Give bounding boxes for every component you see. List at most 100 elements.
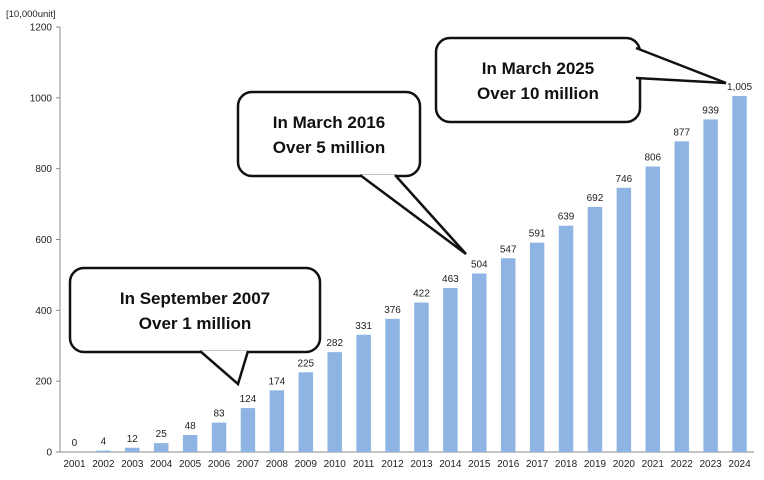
bar	[125, 447, 140, 452]
x-tick-label: 2005	[179, 459, 202, 470]
x-tick-label: 2007	[237, 459, 260, 470]
x-tick-label: 2011	[353, 459, 375, 470]
data-label: 939	[702, 105, 719, 116]
x-tick-label: 2022	[671, 459, 694, 470]
bars	[96, 96, 747, 453]
y-tick-label: 800	[35, 164, 52, 175]
callout-text: In March 2025	[482, 59, 594, 78]
y-tick-label: 600	[35, 235, 52, 246]
x-tick-label: 2014	[439, 459, 462, 470]
bar	[732, 96, 747, 452]
y-tick-label: 1000	[30, 93, 53, 104]
bar	[153, 443, 169, 452]
data-label: 591	[529, 229, 546, 240]
callout-text: In March 2016	[273, 113, 385, 132]
x-tick-label: 2020	[613, 459, 636, 470]
data-label: 12	[127, 434, 139, 445]
x-tick-label: 2003	[121, 459, 144, 470]
data-label: 1,005	[727, 82, 752, 93]
bar	[558, 225, 574, 452]
bar	[674, 141, 689, 453]
y-tick-label: 400	[35, 306, 52, 317]
data-label: 83	[213, 409, 225, 420]
data-label: 376	[384, 305, 401, 316]
y-tick-label: 0	[46, 448, 52, 459]
y-tick-label: 200	[35, 377, 52, 388]
data-label: 692	[587, 193, 604, 204]
bar	[529, 242, 545, 452]
callout-text: Over 10 million	[477, 84, 599, 103]
bar	[414, 302, 429, 452]
x-tick-label: 2009	[295, 459, 318, 470]
data-label: 0	[72, 438, 78, 449]
callout: In March 2025 Over 10 million	[434, 36, 727, 124]
data-label: 547	[500, 244, 517, 255]
callout-pointer-outline	[359, 173, 467, 256]
callout-pointer-outline	[635, 46, 727, 85]
data-label: 174	[269, 376, 286, 387]
data-label: 877	[673, 127, 690, 138]
x-tick-label: 2002	[92, 459, 115, 470]
data-label: 746	[616, 174, 633, 185]
bar	[240, 408, 256, 452]
callout-text: Over 1 million	[139, 314, 251, 333]
bar	[645, 166, 661, 452]
bar	[443, 288, 458, 452]
x-tick-label: 2010	[324, 459, 347, 470]
callout-text: In September 2007	[120, 289, 270, 308]
callout: In March 2016 Over 5 million	[236, 90, 467, 256]
bar	[356, 334, 371, 452]
y-tick-label: 1200	[30, 23, 53, 34]
bar	[269, 390, 285, 452]
data-label: 639	[558, 212, 575, 223]
callout-pointer-outline	[199, 350, 250, 387]
callout-text: Over 5 million	[273, 138, 385, 157]
bar	[472, 273, 487, 452]
bar	[616, 187, 632, 452]
x-tick-label: 2019	[584, 459, 607, 470]
unit-label: [10,000unit]	[6, 9, 56, 20]
callout-pointer	[200, 351, 248, 384]
bar	[327, 352, 342, 452]
x-tick-label: 2017	[526, 459, 549, 470]
callout-box	[236, 90, 422, 178]
bar	[96, 450, 111, 452]
bar	[500, 258, 516, 452]
data-label: 806	[644, 153, 661, 164]
x-tick-label: 2001	[63, 459, 86, 470]
data-label: 504	[471, 260, 488, 271]
callout: In September 2007 Over 1 million	[68, 266, 322, 387]
data-label: 4	[101, 437, 107, 448]
data-label: 225	[297, 358, 314, 369]
callout-box	[434, 36, 642, 124]
x-tick-label: 2004	[150, 459, 173, 470]
data-label: 25	[156, 429, 168, 440]
x-axis: 2001 2002 2003 2004 2005 2006 2007 2008 2009 2010…	[60, 451, 754, 470]
y-axis: 0 200 400 600 800 1000 1200	[30, 23, 61, 459]
x-tick-label: 2021	[642, 459, 665, 470]
x-tick-label: 2012	[381, 459, 404, 470]
data-label: 422	[413, 289, 430, 300]
data-labels: 0 4 12 25 48 83 124 174 225 282 331 376 422 463 504 547…	[72, 82, 753, 449]
bar	[182, 435, 198, 452]
x-tick-label: 2015	[468, 459, 491, 470]
bar	[587, 206, 603, 452]
x-tick-label: 2023	[700, 459, 723, 470]
bar	[385, 318, 400, 452]
data-label: 48	[185, 421, 197, 432]
callouts: In September 2007 Over 1 million In March …	[68, 36, 727, 387]
data-label: 331	[355, 321, 372, 332]
data-label: 124	[240, 394, 257, 405]
callout-box	[68, 266, 322, 354]
bar	[703, 119, 718, 452]
bar	[211, 422, 227, 452]
x-tick-label: 2013	[410, 459, 433, 470]
x-tick-label: 2016	[497, 459, 520, 470]
x-tick-label: 2008	[266, 459, 289, 470]
data-label: 282	[326, 338, 343, 349]
x-tick-label: 2024	[728, 459, 751, 470]
x-tick-label: 2018	[555, 459, 578, 470]
x-tick-label: 2006	[208, 459, 231, 470]
data-label: 463	[442, 274, 459, 285]
